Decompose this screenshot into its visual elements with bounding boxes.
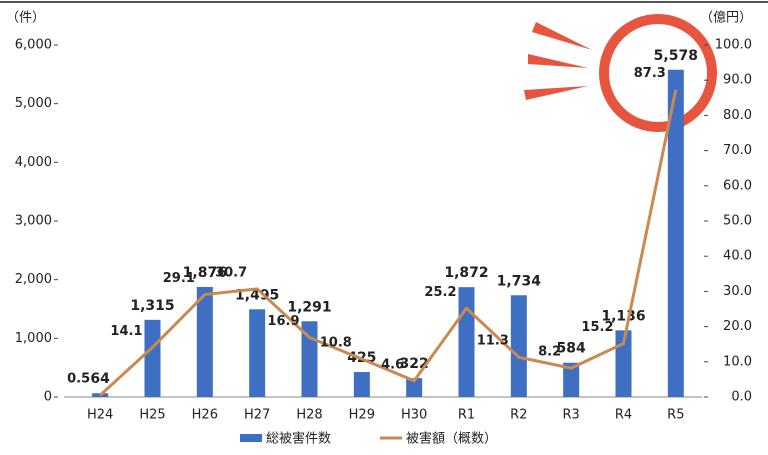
y-axis-unit: （件）: [6, 11, 45, 26]
bar: [353, 372, 370, 397]
y2-tick-label: 0.0: [731, 390, 752, 405]
bar: [510, 295, 527, 397]
bar: [458, 287, 475, 397]
bar-value-label: 1,734: [497, 273, 542, 289]
legend-label: 被害額（概数）: [406, 431, 497, 447]
bar: [406, 378, 423, 397]
line-value-label: 25.2: [424, 285, 456, 300]
line-value-label: 14.1: [110, 324, 142, 339]
y2-tick-label: 70.0: [723, 143, 752, 158]
line-value-label: 15.2: [581, 320, 613, 335]
x-tick-label: R1: [458, 408, 475, 423]
x-tick-label: H27: [244, 408, 270, 423]
x-tick-label: H25: [139, 408, 165, 423]
y-tick-label: 6,000: [15, 38, 52, 53]
bar-value-label: 5,578: [654, 48, 698, 64]
bar-value-label: 584: [557, 341, 586, 357]
bar-value-label: 1,315: [130, 298, 174, 314]
bar-value-label: 1,291: [287, 299, 331, 315]
y2-tick-label: 60.0: [723, 178, 752, 193]
bar: [196, 286, 213, 397]
y2-tick-label: 40.0: [723, 249, 752, 264]
bar-value-label: 1,876: [183, 265, 227, 281]
y2-tick-label: 10.0: [723, 354, 752, 369]
x-tick-label: H24: [87, 408, 113, 423]
x-tick-label: H26: [192, 408, 218, 423]
line-value-label: 29.1: [163, 271, 195, 286]
bar: [144, 319, 161, 397]
y2-tick-label: 80.0: [723, 108, 752, 123]
line-value-label: 8.2: [538, 345, 561, 360]
bar-value-label: 322: [400, 356, 429, 372]
bar-value-label: 1,136: [601, 308, 645, 324]
y2-tick-label: 50.0: [723, 214, 752, 229]
y-tick-label: 2,000: [15, 272, 52, 287]
x-tick-label: H28: [296, 408, 322, 423]
y2-tick-label: 100.0: [715, 38, 752, 53]
y-tick-label: 4,000: [15, 155, 52, 170]
line-value-label: 11.3: [477, 334, 509, 349]
y-tick-label: 1,000: [15, 331, 52, 346]
x-tick-label: R5: [667, 408, 684, 423]
x-tick-label: R3: [563, 408, 580, 423]
legend-label: 総被害件数: [266, 431, 331, 447]
y-tick-label: 3,000: [15, 214, 52, 229]
y-tick-label: 0: [44, 390, 52, 405]
bar: [667, 69, 684, 398]
line-value-label: 30.7: [215, 265, 247, 280]
legend-swatch: [240, 434, 262, 442]
x-tick-label: H30: [401, 408, 427, 423]
line-value-label: 16.9: [267, 314, 299, 329]
bar: [563, 362, 580, 397]
y2-tick-label: 30.0: [723, 284, 752, 299]
line-value-label: 10.8: [320, 335, 352, 350]
y2-tick-label: 20.0: [723, 319, 752, 334]
bar: [249, 309, 266, 397]
x-tick-label: R4: [615, 408, 632, 423]
line: [99, 89, 678, 397]
bar-value-label: 1,872: [444, 265, 488, 281]
line-value-label: 4.6: [381, 357, 404, 372]
y2-tick-label: 90.0: [723, 73, 752, 88]
highlight: [524, 14, 717, 132]
y2-axis-unit: （億円）: [700, 10, 752, 26]
bar-value-label: 64: [90, 371, 110, 387]
y-tick-label: 5,000: [15, 96, 52, 111]
line-value-label: 87.3: [634, 66, 666, 81]
x-tick-label: H29: [349, 408, 375, 423]
line-value-label: 0.5: [67, 372, 90, 387]
x-tick-label: R2: [510, 408, 527, 423]
